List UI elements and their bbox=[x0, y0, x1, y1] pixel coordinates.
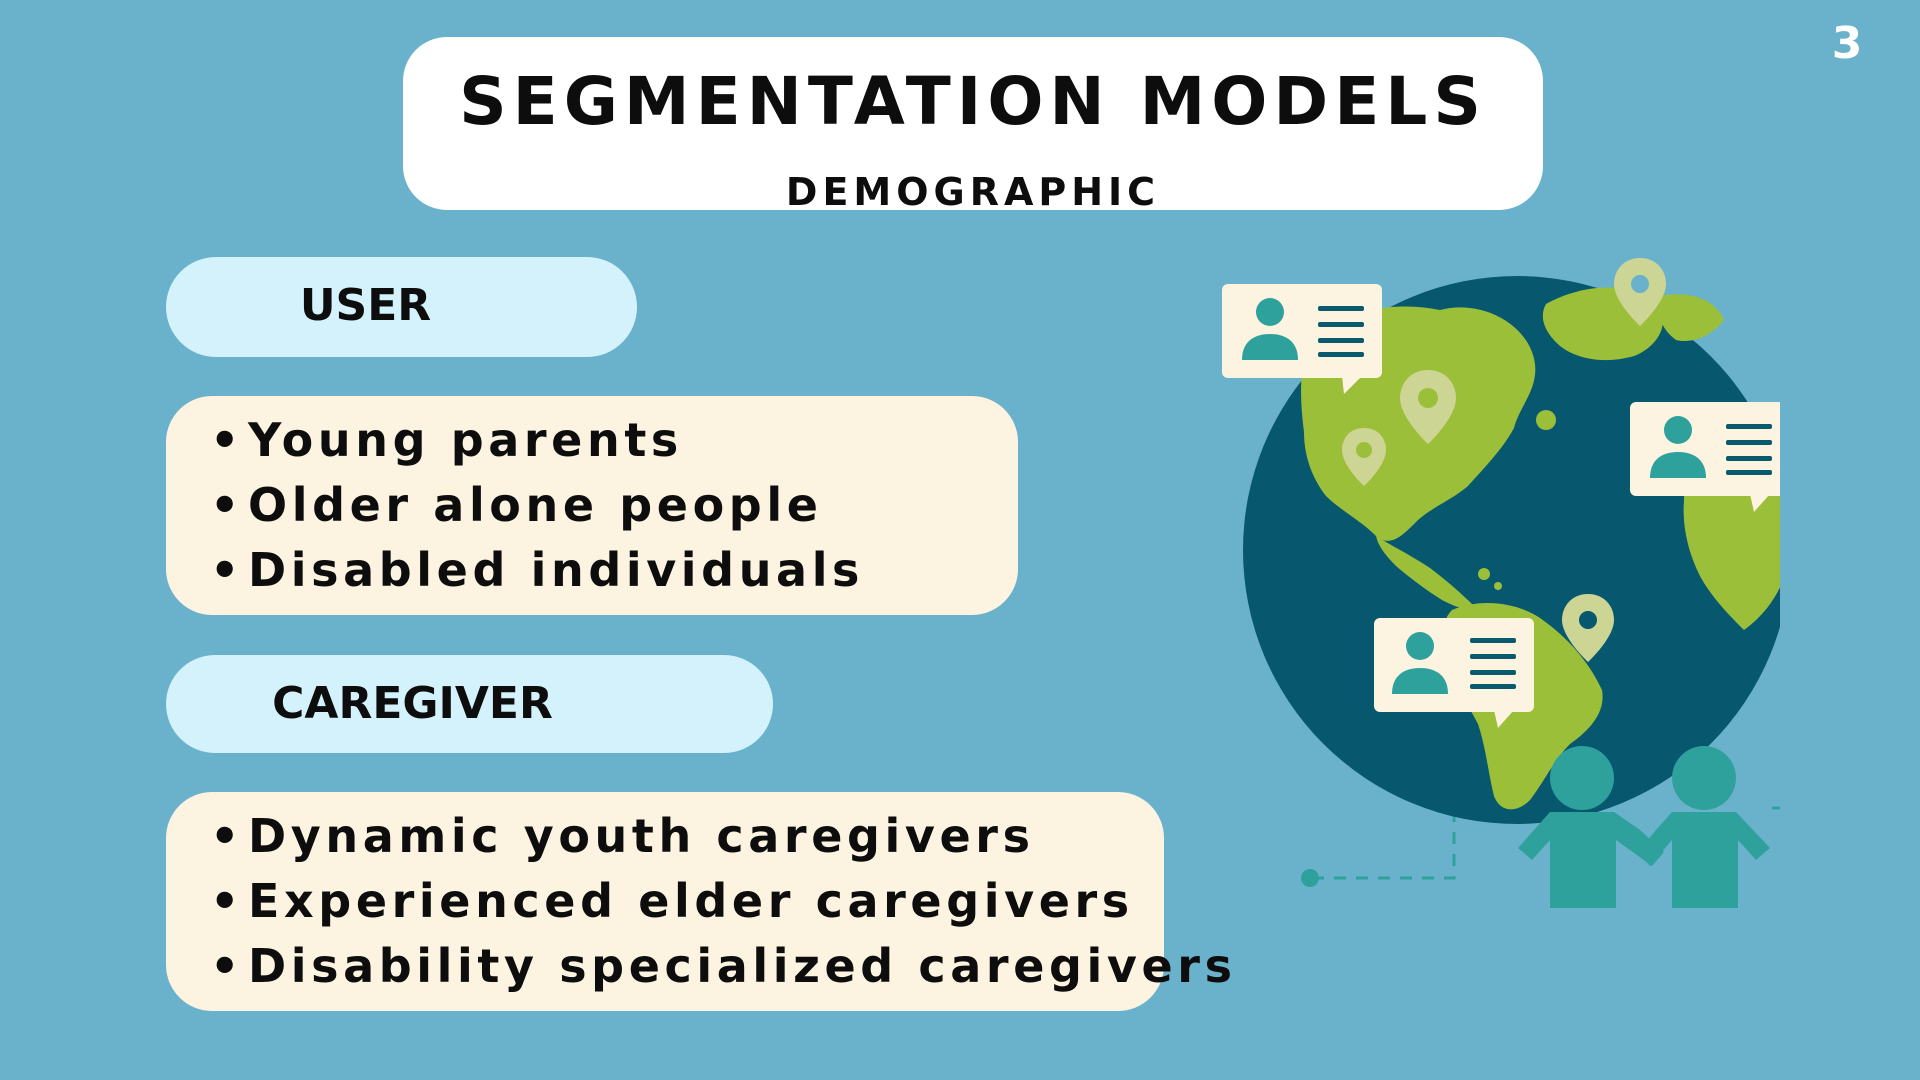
people-icon bbox=[1518, 746, 1770, 908]
bullet: • bbox=[210, 543, 240, 597]
profile-card-icon bbox=[1374, 618, 1534, 728]
list-item: • Disabled individuals bbox=[210, 538, 1018, 603]
list-item: • Young parents bbox=[210, 408, 1018, 473]
caregiver-label: CAREGIVER bbox=[272, 678, 553, 729]
list-item: • Disability specialized caregivers bbox=[210, 934, 1232, 999]
slide-title: SEGMENTATION MODELS bbox=[459, 63, 1487, 140]
globe-illustration bbox=[1222, 258, 1780, 908]
map-pin-icon bbox=[1562, 594, 1614, 662]
bullet: • bbox=[210, 413, 240, 467]
map-pin-icon bbox=[1342, 428, 1386, 486]
caregiver-list-box: • Dynamic youth caregivers • Experienced e… bbox=[166, 792, 1232, 1011]
profile-card-icon bbox=[1630, 402, 1780, 512]
title-card: SEGMENTATION MODELS DEMOGRAPHIC bbox=[403, 37, 1543, 214]
bullet: • bbox=[210, 939, 240, 993]
caregiver-list: • Dynamic youth caregivers • Experienced e… bbox=[210, 804, 1232, 999]
list-item: • Dynamic youth caregivers bbox=[210, 804, 1164, 869]
map-pin-icon bbox=[1400, 370, 1456, 444]
profile-card-icon bbox=[1222, 284, 1382, 394]
map-pin-icon bbox=[1614, 258, 1666, 326]
list-item: • Experienced elder caregivers bbox=[210, 869, 1164, 934]
page-number: 3 bbox=[1831, 18, 1863, 69]
bullet: • bbox=[210, 874, 240, 928]
list-item: • Older alone people bbox=[210, 473, 1018, 538]
user-list: • Young parents • Older alone people • Disa… bbox=[210, 408, 1018, 603]
slide-subtitle: DEMOGRAPHIC bbox=[785, 170, 1161, 214]
bullet: • bbox=[210, 809, 240, 863]
user-list-box: • Young parents • Older alone people • Disa… bbox=[166, 396, 1018, 615]
caregiver-label-pill: CAREGIVER bbox=[166, 655, 773, 753]
bullet: • bbox=[210, 478, 240, 532]
connector-dot-icon bbox=[1301, 869, 1319, 887]
user-label: USER bbox=[299, 280, 432, 331]
user-label-pill: USER bbox=[166, 257, 637, 357]
